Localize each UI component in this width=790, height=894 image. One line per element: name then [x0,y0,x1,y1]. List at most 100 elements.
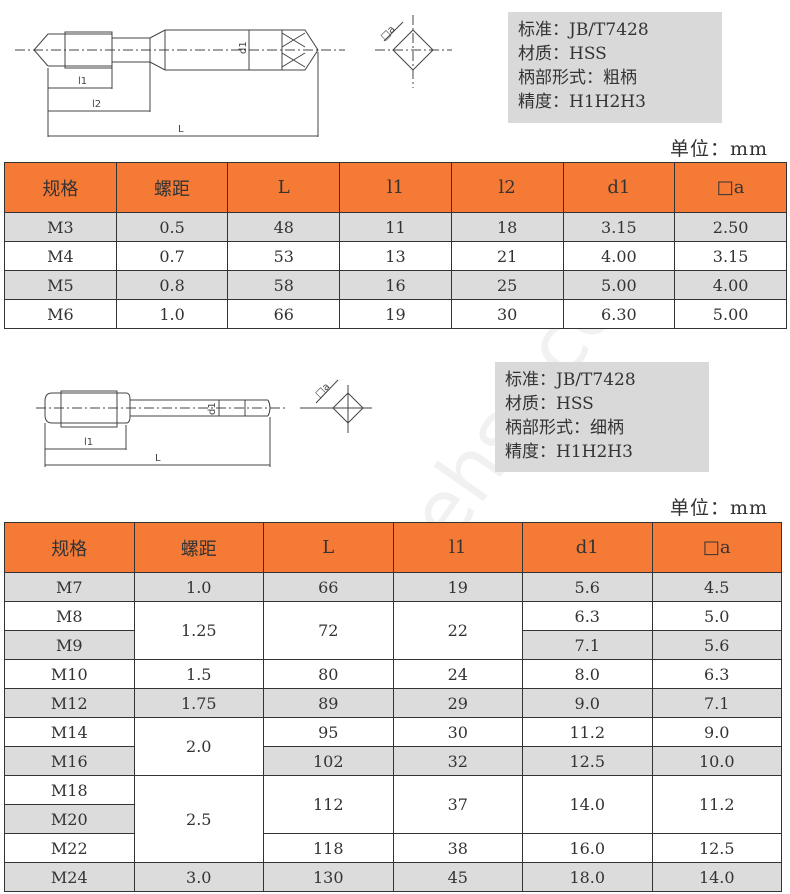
value-cell: 38 [392,833,523,863]
column-header: □a [651,522,782,573]
info-accuracy: 精度：H1H2H3 [518,92,646,112]
table-row: M12 1.75 89 29 9.0 7.1 [4,688,782,718]
a-label-2: □a [314,381,333,400]
value-cell: 21 [450,241,564,271]
value-cell: 0.8 [115,270,229,300]
info-material: 材质：HSS [518,44,607,64]
column-header: d1 [522,522,653,573]
table-row: M18 2.5 112 37 14.0 11.2 [4,775,782,863]
a-label: □a [379,24,398,43]
value-cell: 48 [227,212,341,242]
value-cell: 5.0 [651,601,782,631]
spec-info-box-1: 标准：JB/T7428 材质：HSS 柄部形式：粗柄 精度：H1H2H3 [508,12,722,123]
value-cell: 22 [392,601,523,660]
table-row: M8 1.25 72 22 6.3 5.0 [4,601,782,660]
value-cell: 45 [392,862,523,892]
column-header: l1 [339,162,452,213]
size-cell: M6 [4,299,117,329]
table-row: M4 0.7 53 13 21 4.00 3.15 [4,241,787,271]
value-cell: 10.0 [651,746,782,776]
d1-label: d1 [238,41,249,54]
table-row: M6 1.0 66 19 30 6.30 5.00 [4,299,787,329]
value-cell: 0.5 [115,212,229,242]
value-cell: 9.0 [522,688,653,718]
value-cell: 18.0 [522,862,653,892]
column-header: l1 [392,522,523,573]
value-cell: 19 [339,299,452,329]
value-cell: 102 [263,746,394,776]
info-standard: 标准：JB/T7428 [505,370,636,390]
table-row: M22 118 38 16.0 12.5 [4,833,782,863]
value-cell: 13 [339,241,452,271]
tap-drawing-thick-shank: d1 l1 l2 L □a [15,15,452,137]
table-row: M16 102 32 12.5 10.0 [4,746,782,776]
value-cell: 66 [263,572,394,602]
value-cell: 1.5 [133,659,264,689]
value-cell: 29 [392,688,523,718]
d1-label-2: d1 [207,402,218,415]
value-cell: 11.2 [522,717,653,747]
value-cell: 95 [263,717,394,747]
L-label-2: L [155,453,161,464]
value-cell: 80 [263,659,394,689]
table-row: M7 1.0 66 19 5.6 4.5 [4,572,782,602]
value-cell: 0.7 [115,241,229,271]
value-cell: 2.50 [674,212,787,242]
value-cell: 4.00 [674,270,787,300]
value-cell: 1.0 [115,299,229,329]
value-cell: 5.00 [562,270,676,300]
value-cell: 14.0 [522,775,653,834]
info-shank-type: 柄部形式：粗柄 [518,68,637,88]
size-cell: M12 [4,688,135,718]
value-cell: 18 [450,212,564,242]
value-cell: 19 [392,572,523,602]
column-header: l2 [450,162,564,213]
size-cell: M18 [4,775,135,805]
value-cell: 16.0 [522,833,653,863]
unit-label-1: 单位：mm [670,138,769,160]
value-cell: 11.2 [651,775,782,834]
value-cell: 3.0 [133,862,264,892]
column-header: 螺距 [133,522,264,573]
size-cell: M8 [4,601,135,631]
info-material: 材质：HSS [505,394,594,414]
value-cell: 14.0 [651,862,782,892]
column-header: d1 [562,162,676,213]
value-cell: 5.00 [674,299,787,329]
value-cell: 1.25 [133,601,264,660]
value-cell: 25 [450,270,564,300]
size-cell: M20 [4,804,135,834]
value-cell: 6.30 [562,299,676,329]
l2-label: l2 [92,99,101,110]
value-cell: 2.5 [133,775,264,863]
info-accuracy: 精度：H1H2H3 [505,442,633,462]
value-cell: 3.15 [674,241,787,271]
value-cell: 1.0 [133,572,264,602]
size-cell: M5 [4,270,117,300]
value-cell: 12.5 [651,833,782,863]
l1-label-2: l1 [84,437,93,448]
value-cell: 53 [227,241,341,271]
value-cell: 5.6 [522,572,653,602]
unit-label-2: 单位：mm [670,497,769,519]
value-cell: 16 [339,270,452,300]
table-row: M24 3.0 130 45 18.0 14.0 [4,862,782,892]
value-cell: 12.5 [522,746,653,776]
value-cell: 30 [392,717,523,747]
value-cell: 72 [263,601,394,660]
value-cell: 9.0 [651,717,782,747]
info-shank-type: 柄部形式：细柄 [505,418,624,438]
value-cell: 6.3 [522,601,653,631]
value-cell: 118 [263,833,394,863]
column-header: L [227,162,341,213]
size-cell: M24 [4,862,135,892]
value-cell: 5.6 [651,630,782,660]
info-standard: 标准：JB/T7428 [518,20,649,40]
value-cell: 4.5 [651,572,782,602]
column-header: L [263,522,394,573]
table-row: M3 0.5 48 11 18 3.15 2.50 [4,212,787,242]
column-header: □a [674,162,787,213]
